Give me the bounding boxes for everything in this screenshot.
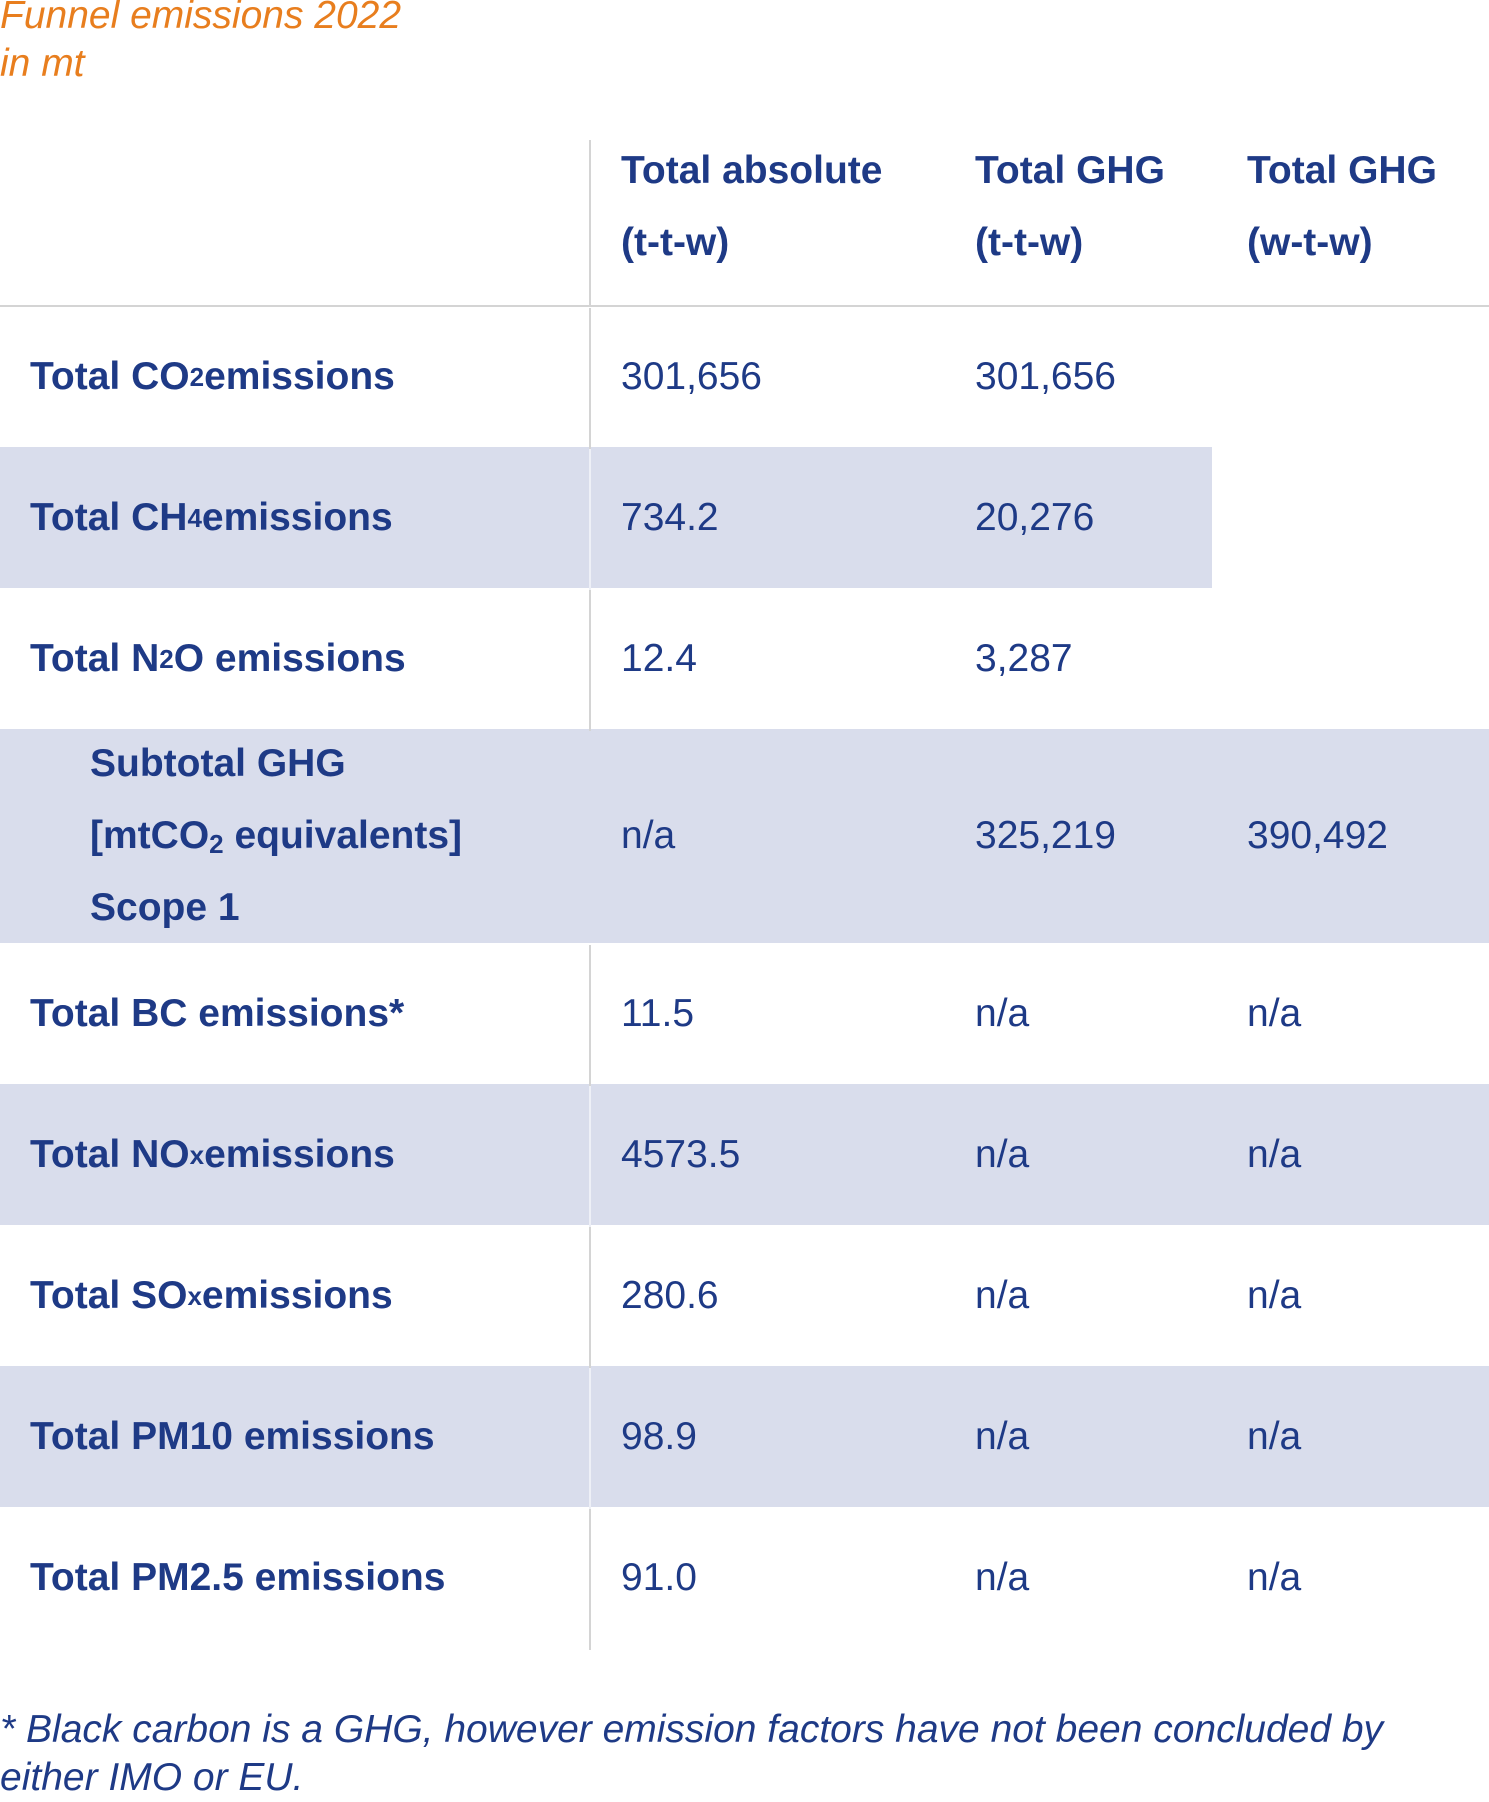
table-row-sox: Total SO x emissions 280.6 n/a n/a: [0, 1225, 1489, 1366]
column-divider: [589, 945, 591, 1086]
row-label-ch4: Total CH 4 emissions: [30, 495, 393, 539]
cell-total-absolute: 98.9: [621, 1414, 697, 1458]
emissions-table: Total absolute (t-t-w) Total GHG (t-t-w)…: [0, 140, 1489, 1650]
title-line-2: in mt: [0, 42, 85, 85]
subtotal-label-line-1: Subtotal GHG: [90, 742, 346, 785]
column-header-total-ghg-ttw: Total GHG (t-t-w): [975, 135, 1165, 301]
cell-total-absolute: 280.6: [621, 1273, 719, 1317]
cell-total-absolute: 4573.5: [621, 1132, 741, 1176]
column-divider: [589, 308, 591, 449]
column-header-line: (w-t-w): [1247, 221, 1373, 264]
column-divider: [589, 1509, 591, 1650]
cell-total-ghg-wtw: n/a: [1247, 1414, 1302, 1458]
cell-total-absolute: 12.4: [621, 636, 697, 680]
table-row-bc: Total BC emissions* 11.5 n/a n/a: [0, 943, 1489, 1084]
cell-total-absolute: 734.2: [621, 495, 719, 539]
table-row-pm25: Total PM2.5 emissions 91.0 n/a n/a: [0, 1507, 1489, 1648]
subtotal-label-line-2: [mtCO2 equivalents]: [90, 814, 463, 859]
column-header-line: Total GHG: [975, 149, 1165, 192]
row-label-bc: Total BC emissions*: [30, 991, 405, 1035]
cell-total-ghg-wtw: n/a: [1247, 1132, 1302, 1176]
column-divider: [589, 1368, 591, 1509]
cell-total-ghg-wtw: n/a: [1247, 991, 1302, 1035]
cell-total-ghg-ttw: n/a: [975, 991, 1030, 1035]
footnote: * Black carbon is a GHG, however emissio…: [0, 1708, 1384, 1799]
cell-total-ghg-wtw: n/a: [1247, 1555, 1302, 1599]
row-label-nox: Total NO x emissions: [30, 1132, 395, 1176]
column-header-line: Total GHG: [1247, 149, 1437, 192]
cell-total-ghg-ttw: 325,219: [975, 814, 1116, 857]
cell-total-absolute: 11.5: [621, 991, 695, 1035]
row-label-subtotal-ghg: Subtotal GHG [mtCO2 equivalents] Scope 1: [90, 729, 462, 943]
cell-total-absolute: 301,656: [621, 354, 762, 398]
row-label-sox: Total SO x emissions: [30, 1273, 393, 1317]
cell-total-ghg-ttw: n/a: [975, 1555, 1030, 1599]
cell-total-ghg-ttw: n/a: [975, 1132, 1030, 1176]
column-divider: [589, 449, 591, 590]
table-row-nox: Total NO x emissions 4573.5 n/a n/a: [0, 1084, 1489, 1225]
table-row-ch4: Total CH 4 emissions 734.2 20,276: [0, 447, 1489, 588]
column-divider: [589, 1086, 591, 1227]
table-row-co2: Total CO 2 emissions 301,656 301,656: [0, 306, 1489, 447]
row-label-pm25: Total PM2.5 emissions: [30, 1555, 446, 1599]
cell-total-ghg-ttw: 301,656: [975, 354, 1116, 398]
cell-total-ghg-ttw: 3,287: [975, 636, 1073, 680]
cell-total-absolute: 91.0: [621, 1555, 697, 1599]
table-header-row: Total absolute (t-t-w) Total GHG (t-t-w)…: [0, 140, 1489, 306]
header-divider: [0, 305, 1489, 307]
table-row-pm10: Total PM10 emissions 98.9 n/a n/a: [0, 1366, 1489, 1507]
column-header-line: Total absolute: [621, 149, 883, 192]
table-row-subtotal-ghg: Subtotal GHG [mtCO2 equivalents] Scope 1…: [0, 729, 1489, 943]
column-divider: [589, 140, 591, 306]
cell-total-ghg-ttw: n/a: [975, 1273, 1030, 1317]
row-label-co2: Total CO 2 emissions: [30, 354, 395, 398]
title-line-1: Funnel emissions 2022: [0, 0, 402, 37]
row-label-pm10: Total PM10 emissions: [30, 1414, 435, 1458]
column-header-line: (t-t-w): [975, 221, 1084, 264]
cell-total-ghg-wtw: n/a: [1247, 1273, 1302, 1317]
cell-total-ghg-ttw: 20,276: [975, 495, 1095, 539]
column-divider: [589, 590, 591, 731]
table-title: Funnel emissions 2022 in mt: [0, 0, 401, 88]
column-header-total-absolute-ttw: Total absolute (t-t-w): [621, 135, 882, 301]
column-divider: [589, 1227, 591, 1368]
column-header-total-ghg-wtw: Total GHG (w-t-w): [1247, 135, 1437, 301]
cell-total-ghg-ttw: n/a: [975, 1414, 1030, 1458]
subtotal-label-line-3: Scope 1: [90, 886, 240, 929]
cell-total-ghg-wtw: 390,492: [1247, 814, 1388, 857]
column-header-line: (t-t-w): [621, 221, 730, 264]
cell-total-absolute: n/a: [621, 814, 676, 857]
